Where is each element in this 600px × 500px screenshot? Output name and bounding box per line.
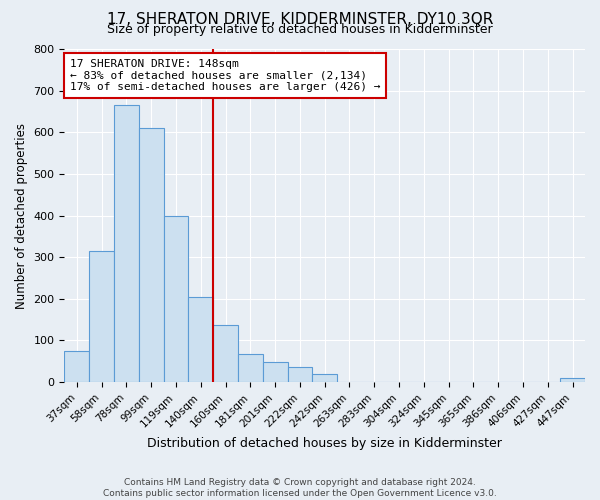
Bar xyxy=(139,128,164,382)
Bar xyxy=(287,366,313,382)
Bar xyxy=(560,378,585,382)
Bar xyxy=(263,362,287,382)
Bar xyxy=(114,105,139,382)
Bar xyxy=(64,351,89,382)
X-axis label: Distribution of detached houses by size in Kidderminster: Distribution of detached houses by size … xyxy=(147,437,502,450)
Bar xyxy=(188,296,213,382)
Bar xyxy=(313,374,337,382)
Text: 17, SHERATON DRIVE, KIDDERMINSTER, DY10 3QR: 17, SHERATON DRIVE, KIDDERMINSTER, DY10 … xyxy=(107,12,493,28)
Text: 17 SHERATON DRIVE: 148sqm
← 83% of detached houses are smaller (2,134)
17% of se: 17 SHERATON DRIVE: 148sqm ← 83% of detac… xyxy=(70,59,380,92)
Bar xyxy=(89,251,114,382)
Bar xyxy=(164,216,188,382)
Text: Contains HM Land Registry data © Crown copyright and database right 2024.
Contai: Contains HM Land Registry data © Crown c… xyxy=(103,478,497,498)
Y-axis label: Number of detached properties: Number of detached properties xyxy=(15,122,28,308)
Text: Size of property relative to detached houses in Kidderminster: Size of property relative to detached ho… xyxy=(107,22,493,36)
Bar xyxy=(238,354,263,382)
Bar xyxy=(213,325,238,382)
